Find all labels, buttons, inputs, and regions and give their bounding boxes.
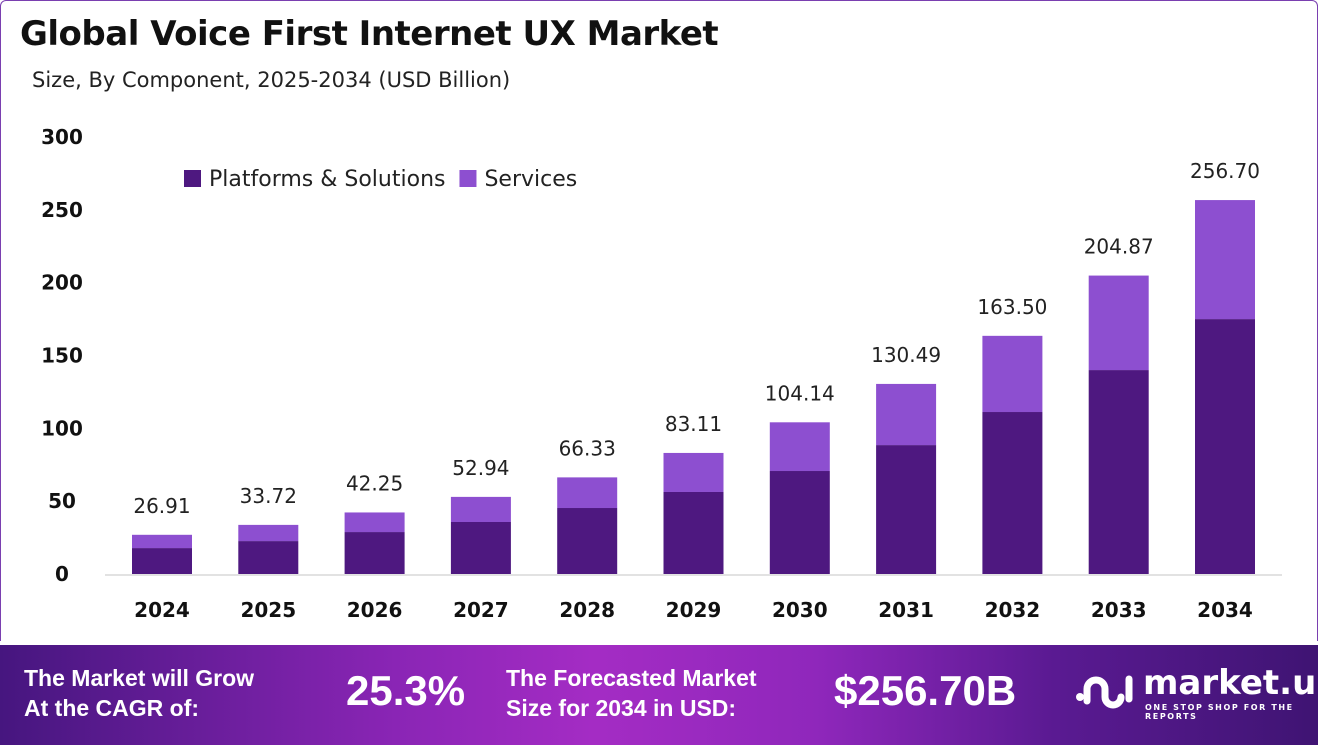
x-tick-label: 2028	[559, 598, 615, 622]
data-label: 26.91	[133, 494, 190, 518]
forecast-label: The Forecasted Market Size for 2034 in U…	[506, 663, 757, 723]
data-label: 163.50	[977, 295, 1047, 319]
bar-segment	[1195, 319, 1255, 574]
bar-segment	[344, 532, 405, 574]
x-tick-label: 2031	[878, 598, 934, 622]
legend-swatch	[459, 170, 477, 187]
bar-segment	[557, 508, 618, 574]
bar-segment	[1088, 370, 1149, 574]
data-label: 33.72	[240, 484, 297, 508]
x-tick-label: 2032	[985, 598, 1041, 622]
bar-segment	[450, 521, 511, 574]
stacked-bar-chart: 0 50 100 150 200 250 300 26.91 2024 33.72 2025 42.2…	[41, 125, 1282, 622]
bar-segment	[450, 496, 511, 522]
x-tick-label: 2033	[1091, 598, 1147, 622]
data-label: 204.87	[1084, 235, 1154, 259]
data-label: 42.25	[346, 471, 403, 495]
forecast-value: $256.70B	[834, 667, 1017, 714]
y-tick-label: 250	[41, 198, 83, 222]
bar-segment	[238, 541, 299, 574]
legend-label: Services	[484, 167, 577, 192]
x-tick-label: 2024	[134, 598, 190, 622]
data-label: 66.33	[559, 436, 616, 460]
bar-segment	[769, 471, 830, 574]
y-tick-label: 200	[41, 271, 83, 295]
bar-segment	[769, 422, 830, 472]
cagr-label: The Market will Grow At the CAGR of:	[24, 663, 254, 723]
bar-segment	[557, 477, 618, 509]
legend-label: Platforms & Solutions	[209, 167, 445, 192]
bar-segment	[238, 524, 299, 542]
market-us-logo-icon	[1076, 675, 1133, 709]
x-tick-label: 2030	[772, 598, 828, 622]
y-tick-label: 150	[41, 344, 83, 368]
y-tick-label: 300	[41, 125, 83, 149]
forecast-label-line1: The Forecasted Market	[506, 665, 757, 691]
bar-segment	[876, 383, 937, 446]
data-label: 104.14	[765, 381, 835, 405]
data-label: 130.49	[871, 343, 941, 367]
y-tick-label: 50	[48, 489, 76, 513]
bar-segment	[344, 512, 405, 533]
forecast-label-line2: Size for 2034 in USD:	[506, 695, 737, 721]
bar-segment	[132, 548, 192, 574]
bar-segment	[1088, 275, 1149, 371]
cagr-label-line1: The Market will Grow	[24, 665, 255, 691]
x-tick-label: 2027	[453, 598, 509, 622]
bar-segment	[132, 534, 192, 549]
y-tick-label: 100	[41, 416, 83, 440]
bar-segment	[982, 412, 1043, 574]
bar-segment	[1195, 200, 1255, 320]
logo-tagline: ONE STOP SHOP FOR THE REPORTS	[1145, 703, 1294, 721]
x-tick-label: 2026	[347, 598, 403, 622]
bar-segment	[982, 335, 1043, 413]
bar-segment	[663, 452, 724, 492]
legend-swatch	[184, 170, 201, 187]
data-label: 52.94	[452, 456, 509, 480]
data-label: 256.70	[1190, 159, 1260, 183]
data-label: 83.11	[665, 412, 722, 436]
cagr-value: 25.3%	[346, 667, 466, 714]
logo-text: market.us	[1143, 663, 1318, 703]
bar-segment	[663, 491, 724, 574]
y-tick-label: 0	[55, 562, 69, 586]
x-tick-label: 2034	[1197, 598, 1253, 622]
cagr-label-line2: At the CAGR of:	[24, 695, 200, 721]
x-tick-label: 2029	[666, 598, 722, 622]
chart-subtitle: Size, By Component, 2025-2034 (USD Billi…	[32, 68, 511, 92]
x-tick-label: 2025	[240, 598, 296, 622]
footer-banner: The Market will Grow At the CAGR of: 25.…	[0, 645, 1318, 745]
chart-title: Global Voice First Internet UX Market	[20, 14, 719, 54]
bar-segment	[876, 445, 937, 574]
